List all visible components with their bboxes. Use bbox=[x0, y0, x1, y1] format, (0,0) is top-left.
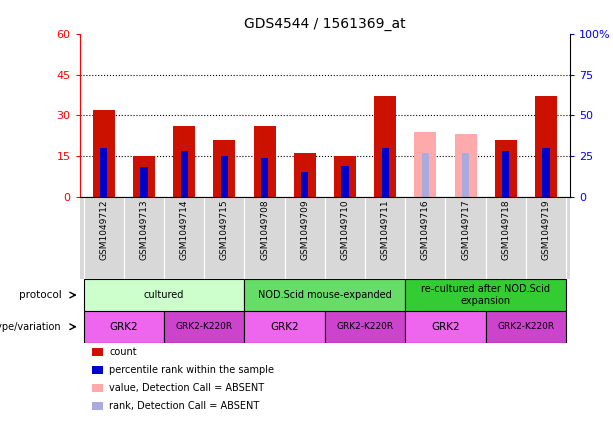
Bar bbox=[100, 148, 107, 197]
Bar bbox=[454, 134, 477, 197]
Bar bbox=[446, 197, 485, 279]
Bar bbox=[405, 197, 446, 279]
Bar bbox=[495, 140, 517, 197]
Text: GSM1049710: GSM1049710 bbox=[340, 199, 349, 260]
Text: count: count bbox=[109, 347, 137, 357]
Bar bbox=[414, 132, 436, 197]
Text: NOD.Scid mouse-expanded: NOD.Scid mouse-expanded bbox=[258, 290, 392, 300]
Bar bbox=[543, 148, 550, 197]
Text: re-cultured after NOD.Scid
expansion: re-cultured after NOD.Scid expansion bbox=[421, 284, 550, 306]
Bar bbox=[374, 96, 396, 197]
Text: percentile rank within the sample: percentile rank within the sample bbox=[109, 365, 274, 375]
Bar bbox=[422, 153, 429, 197]
Text: GSM1049711: GSM1049711 bbox=[381, 199, 390, 260]
Bar bbox=[284, 197, 325, 279]
Bar bbox=[405, 311, 485, 343]
Bar bbox=[173, 126, 196, 197]
Text: GSM1049717: GSM1049717 bbox=[461, 199, 470, 260]
Text: genotype/variation: genotype/variation bbox=[0, 322, 61, 332]
Bar bbox=[485, 197, 526, 279]
Bar bbox=[164, 311, 245, 343]
Text: GSM1049718: GSM1049718 bbox=[501, 199, 510, 260]
Bar bbox=[261, 158, 268, 197]
Bar bbox=[133, 156, 155, 197]
Bar bbox=[164, 197, 204, 279]
Bar bbox=[325, 311, 405, 343]
Bar bbox=[405, 279, 566, 311]
Bar bbox=[526, 197, 566, 279]
Text: protocol: protocol bbox=[19, 290, 61, 300]
Title: GDS4544 / 1561369_at: GDS4544 / 1561369_at bbox=[244, 17, 406, 31]
Bar bbox=[84, 279, 245, 311]
Text: GSM1049714: GSM1049714 bbox=[180, 199, 189, 260]
Text: value, Detection Call = ABSENT: value, Detection Call = ABSENT bbox=[109, 383, 264, 393]
Bar bbox=[294, 153, 316, 197]
Bar bbox=[485, 311, 566, 343]
Bar bbox=[213, 140, 235, 197]
Bar bbox=[365, 197, 405, 279]
Bar bbox=[93, 110, 115, 197]
Text: GRK2: GRK2 bbox=[431, 322, 460, 332]
Text: GRK2-K220R: GRK2-K220R bbox=[176, 322, 233, 331]
Text: GSM1049709: GSM1049709 bbox=[300, 199, 310, 260]
Bar bbox=[181, 151, 188, 197]
Bar bbox=[254, 126, 276, 197]
Bar bbox=[84, 197, 124, 279]
Text: cultured: cultured bbox=[144, 290, 185, 300]
Text: GRK2: GRK2 bbox=[110, 322, 138, 332]
Text: rank, Detection Call = ABSENT: rank, Detection Call = ABSENT bbox=[109, 401, 259, 411]
Bar bbox=[84, 311, 164, 343]
Bar bbox=[245, 279, 405, 311]
Text: GSM1049708: GSM1049708 bbox=[260, 199, 269, 260]
Bar bbox=[334, 156, 356, 197]
Text: GSM1049719: GSM1049719 bbox=[541, 199, 550, 260]
Bar bbox=[341, 166, 349, 197]
Text: GSM1049715: GSM1049715 bbox=[220, 199, 229, 260]
Bar bbox=[535, 96, 557, 197]
Bar bbox=[124, 197, 164, 279]
Text: GSM1049712: GSM1049712 bbox=[99, 199, 109, 260]
Bar bbox=[381, 148, 389, 197]
Text: GRK2-K220R: GRK2-K220R bbox=[337, 322, 394, 331]
Bar bbox=[140, 168, 148, 197]
Bar bbox=[221, 156, 228, 197]
Bar bbox=[502, 151, 509, 197]
Bar bbox=[462, 153, 469, 197]
Bar bbox=[204, 197, 245, 279]
Text: GRK2-K220R: GRK2-K220R bbox=[497, 322, 554, 331]
Text: GRK2: GRK2 bbox=[270, 322, 299, 332]
Bar bbox=[245, 311, 325, 343]
Bar bbox=[301, 172, 308, 197]
Bar bbox=[325, 197, 365, 279]
Text: GSM1049713: GSM1049713 bbox=[140, 199, 148, 260]
Text: GSM1049716: GSM1049716 bbox=[421, 199, 430, 260]
Bar bbox=[245, 197, 284, 279]
